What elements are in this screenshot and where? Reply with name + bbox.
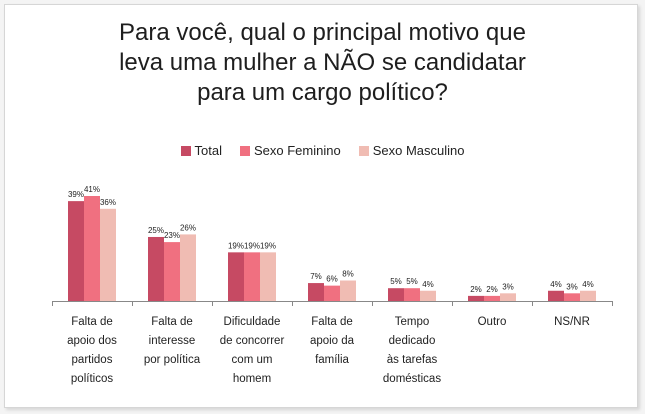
category-label: com um [232, 354, 273, 366]
data-label: 4% [582, 280, 594, 289]
legend-swatch-feminino [239, 145, 250, 156]
legend-label-masculino: Sexo Masculino [372, 143, 465, 158]
chart-frame [4, 4, 638, 408]
data-label: 3% [566, 282, 578, 291]
data-label: 4% [422, 280, 434, 289]
data-label: 23% [164, 231, 180, 240]
bar [340, 280, 356, 301]
data-label: 39% [68, 190, 84, 199]
bar [244, 252, 260, 301]
chart-legend: Total Sexo Feminino Sexo Masculino [0, 143, 645, 158]
bar [260, 252, 276, 301]
data-label: 6% [326, 275, 338, 284]
category-label: Tempo [395, 316, 430, 328]
chart-title-line-2: leva uma mulher a NÃO se candidatar [119, 49, 526, 76]
bar [388, 288, 404, 301]
category-label: Falta de [71, 316, 113, 328]
bar [468, 295, 484, 301]
category-label: Falta de [151, 316, 193, 328]
category-label: Outro [478, 316, 507, 328]
bar [180, 234, 196, 301]
legend-label-total: Total [194, 143, 222, 158]
data-label: 26% [180, 223, 196, 232]
category-label: interesse [149, 335, 196, 347]
legend-swatch-masculino [358, 145, 369, 156]
legend-swatch-total [180, 145, 191, 156]
category-label: Dificuldade [224, 316, 281, 328]
bar [420, 290, 436, 301]
bar [100, 208, 116, 301]
data-label: 36% [100, 198, 116, 207]
legend-label-feminino: Sexo Feminino [253, 143, 341, 158]
legend-item-feminino: Sexo Feminino [239, 143, 341, 158]
data-label: 19% [244, 241, 260, 250]
data-label: 5% [406, 277, 418, 286]
data-label: 41% [84, 185, 100, 194]
chart-title: Para você, qual o principal motivo que l… [0, 18, 645, 108]
bar [308, 283, 324, 301]
data-label: 4% [550, 280, 562, 289]
bar [404, 288, 420, 301]
legend-item-masculino: Sexo Masculino [358, 143, 465, 158]
category-label: Falta de [311, 316, 353, 328]
data-label: 8% [342, 270, 354, 279]
bar [148, 236, 164, 301]
category-label: políticos [71, 373, 113, 385]
data-label: 19% [228, 241, 244, 250]
bar [484, 295, 500, 301]
category-label: partidos [72, 354, 113, 366]
chart-title-line-3: para um cargo político? [197, 79, 448, 106]
category-label: apoio dos [67, 335, 117, 347]
bar [68, 201, 84, 301]
bar [548, 290, 564, 301]
data-label: 5% [390, 277, 402, 286]
bar [324, 285, 340, 301]
category-label: apoio da [310, 335, 355, 347]
category-label: por política [144, 354, 201, 366]
category-label: dedicado [389, 335, 436, 347]
chart-title-line-1: Para você, qual o principal motivo que [119, 19, 526, 46]
category-label: domésticas [383, 373, 441, 385]
data-label: 7% [310, 272, 322, 281]
category-label: às tarefas [387, 354, 438, 366]
legend-item-total: Total [180, 143, 222, 158]
category-label: homem [233, 373, 271, 385]
data-label: 2% [486, 285, 498, 294]
data-label: 2% [470, 285, 482, 294]
bar [580, 290, 596, 301]
category-label: família [315, 354, 349, 366]
bar [164, 242, 180, 301]
data-label: 25% [148, 226, 164, 235]
bar [84, 196, 100, 301]
data-label: 3% [502, 282, 514, 291]
category-label: NS/NR [554, 316, 590, 328]
data-label: 19% [260, 241, 276, 250]
category-label: de concorrer [220, 335, 285, 347]
bar [228, 252, 244, 301]
bar [564, 293, 580, 301]
bar [500, 293, 516, 301]
